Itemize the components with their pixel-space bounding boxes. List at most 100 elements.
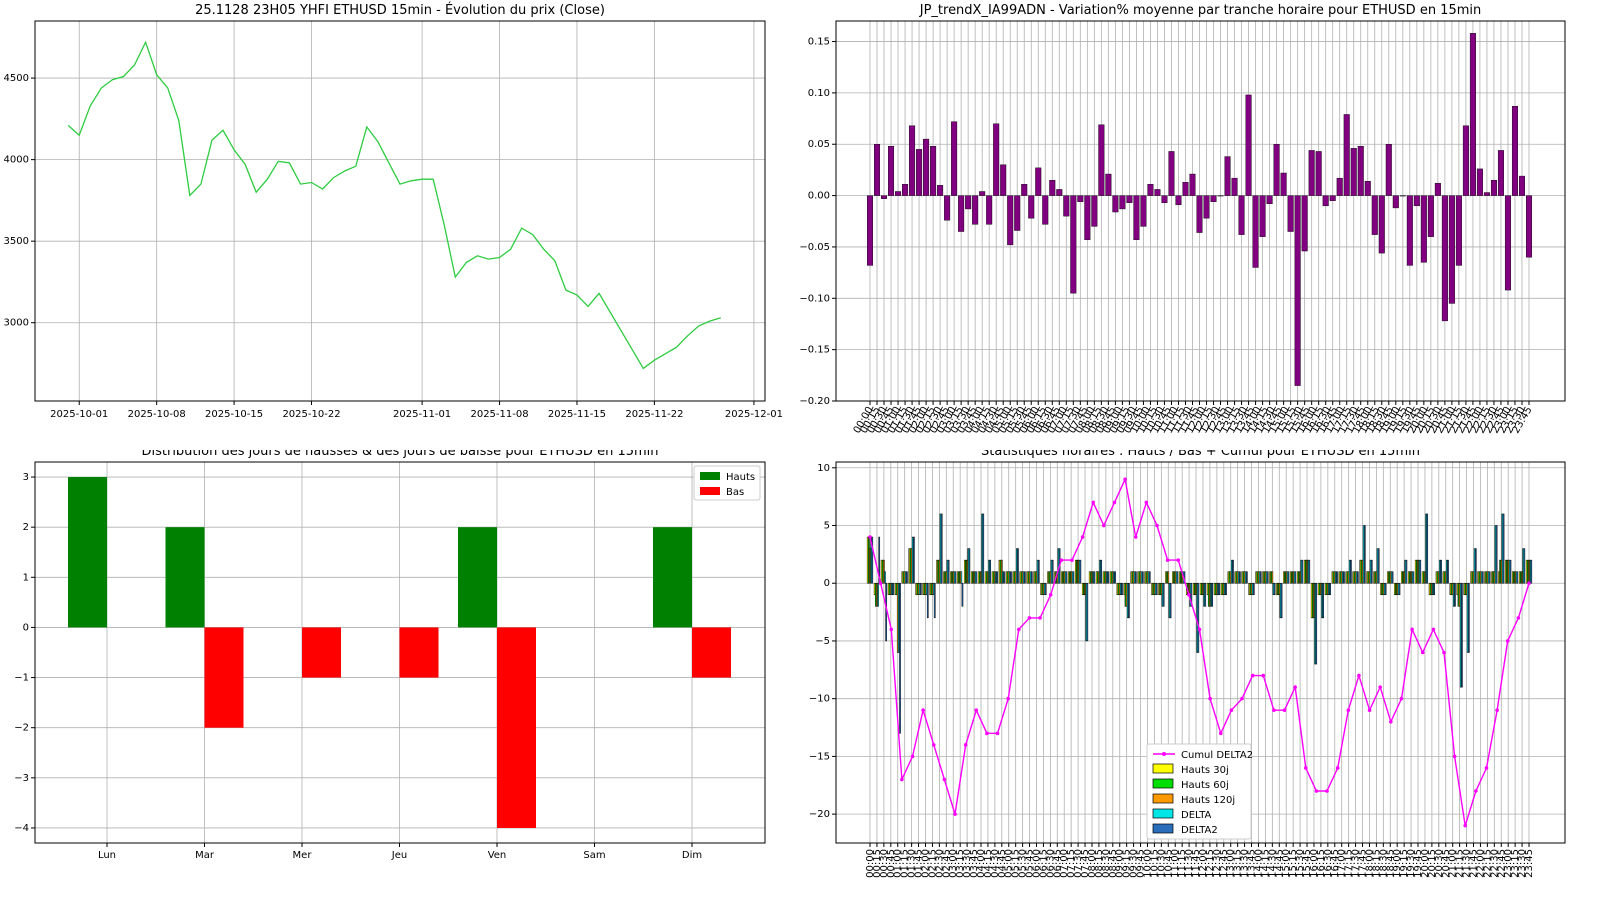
x-tick-label: 17:30: [1351, 849, 1362, 878]
chart-title: JP_trendX_IA99ADN - Variation% moyenne p…: [919, 3, 1482, 18]
cumul-delta2-point: [1431, 627, 1436, 632]
x-tick-label: 16:45: [1330, 849, 1341, 878]
cumul-delta2-point: [1420, 650, 1425, 655]
variation-bar: [874, 144, 881, 196]
x-tick-label: 2025-12-01: [725, 409, 783, 420]
x-tick-label: Dim: [682, 850, 702, 861]
chart-title: 25.1128 23H05 YHFI ETHUSD 15min - Évolut…: [195, 2, 605, 18]
x-tick-label: 06:45: [1052, 849, 1063, 878]
variation-bar: [1196, 195, 1203, 233]
variation-bar: [1147, 184, 1154, 196]
variation-bar: [1238, 195, 1245, 235]
series-bar-delta2: [1315, 582, 1318, 665]
x-tick-label: 05:15: [1011, 849, 1022, 878]
x-tick-label: 13:00: [1226, 849, 1237, 878]
series-bar-delta2: [1461, 582, 1463, 688]
series-bar-delta2: [1218, 582, 1220, 596]
x-tick-label: 22:45: [1496, 849, 1507, 878]
y-tick-label: 0: [23, 622, 29, 633]
cumul-delta2-point: [1155, 523, 1159, 528]
y-tick-label: 0.00: [808, 191, 830, 202]
cumul-delta2-point: [1123, 477, 1127, 482]
series-bar-delta2: [1363, 525, 1366, 584]
x-tick-label: 00:00: [865, 849, 876, 878]
series-bar-delta2: [968, 548, 971, 584]
series-bar-delta2: [940, 513, 943, 584]
series-bar-delta2: [1377, 548, 1380, 584]
x-tick-label: Lun: [98, 850, 116, 861]
variation-bar: [923, 138, 930, 196]
series-bar-delta2: [1107, 571, 1109, 584]
variation-bar: [888, 146, 895, 196]
series-bar-delta2: [1488, 571, 1491, 584]
hourly-stats-chart: 00:0000:1500:3000:4501:0001:1501:3001:45…: [809, 450, 1566, 878]
series-bar-hauts-120j: [1167, 571, 1170, 584]
x-tick-label: 2025-10-08: [128, 409, 186, 420]
series-bar-delta2: [1495, 525, 1498, 584]
x-tick-label: 14:45: [1274, 849, 1285, 878]
cumul-delta2-point: [931, 743, 936, 747]
bas-bar: [302, 627, 341, 678]
variation-bar: [1336, 177, 1343, 196]
x-tick-label: 2025-10-22: [282, 409, 340, 420]
x-tick-label: 21:15: [1455, 849, 1466, 878]
series-bar-delta2: [961, 582, 964, 607]
variation-bar: [1525, 195, 1533, 258]
variation-bar: [937, 185, 944, 196]
x-tick-label: 19:00: [1392, 849, 1403, 878]
variation-bar: [958, 195, 965, 232]
legend-label: DELTA2: [1181, 825, 1218, 836]
variation-bar: [1028, 195, 1035, 219]
x-tick-label: 2025-10-15: [205, 409, 263, 420]
x-tick-label: 13:30: [1240, 849, 1251, 878]
series-bar-delta2: [1072, 571, 1075, 584]
legend-label: Hauts: [726, 472, 755, 483]
x-tick-label: 16:00: [1309, 849, 1320, 878]
legend-label: Bas: [726, 487, 744, 498]
x-tick-label: 14:15: [1260, 849, 1271, 878]
series-bar-delta2: [871, 536, 874, 584]
x-tick-label: 02:30: [934, 849, 945, 878]
series-bar-delta2: [1398, 582, 1401, 596]
x-tick-label: 01:15: [900, 849, 911, 878]
legend-swatch: [1152, 823, 1174, 834]
bas-bar: [497, 627, 536, 828]
hauts-bar: [68, 477, 107, 628]
x-tick-label: 12:45: [1219, 849, 1230, 878]
x-tick-label: 01:00: [893, 849, 904, 878]
x-tick-label: 04:00: [976, 849, 987, 878]
variation-bar: [965, 195, 972, 210]
variation-bar: [1413, 195, 1420, 207]
x-tick-label: 00:15: [872, 849, 883, 878]
x-tick-label: 03:15: [955, 849, 966, 878]
bas-bar: [204, 627, 244, 728]
series-bar-delta2: [1280, 582, 1283, 619]
cumul-delta2-point: [1303, 766, 1308, 770]
y-tick-label: −2: [14, 723, 29, 734]
variation-bar: [916, 149, 923, 196]
variation-bar: [1399, 195, 1406, 197]
x-tick-label: 13:45: [1247, 849, 1258, 878]
x-tick-label: 20:30: [1434, 849, 1445, 878]
variation-bar: [1427, 195, 1434, 237]
variation-bar: [1462, 125, 1469, 196]
x-tick-label: 01:45: [914, 849, 925, 878]
x-tick-label: 07:30: [1073, 849, 1084, 878]
hauts-bar: [653, 527, 692, 628]
legend-swatch: [1152, 808, 1174, 819]
cumul-delta2-point: [1335, 766, 1340, 770]
series-bar-delta2: [920, 582, 922, 596]
x-tick-label: 20:00: [1420, 849, 1431, 878]
variation-bar: [1357, 146, 1364, 196]
variation-bar: [1168, 151, 1175, 196]
legend-label: Hauts 120j: [1181, 795, 1235, 806]
cumul-delta2-point: [1357, 673, 1361, 678]
x-tick-label: 14:00: [1253, 849, 1264, 878]
x-tick-label: Jeu: [391, 850, 407, 861]
series-bar-delta2: [1259, 571, 1262, 584]
legend-swatch: [700, 472, 720, 480]
series-bar-delta2: [1176, 571, 1179, 584]
x-tick-label: 08:00: [1087, 849, 1098, 878]
series-bar-delta2: [1301, 559, 1304, 584]
